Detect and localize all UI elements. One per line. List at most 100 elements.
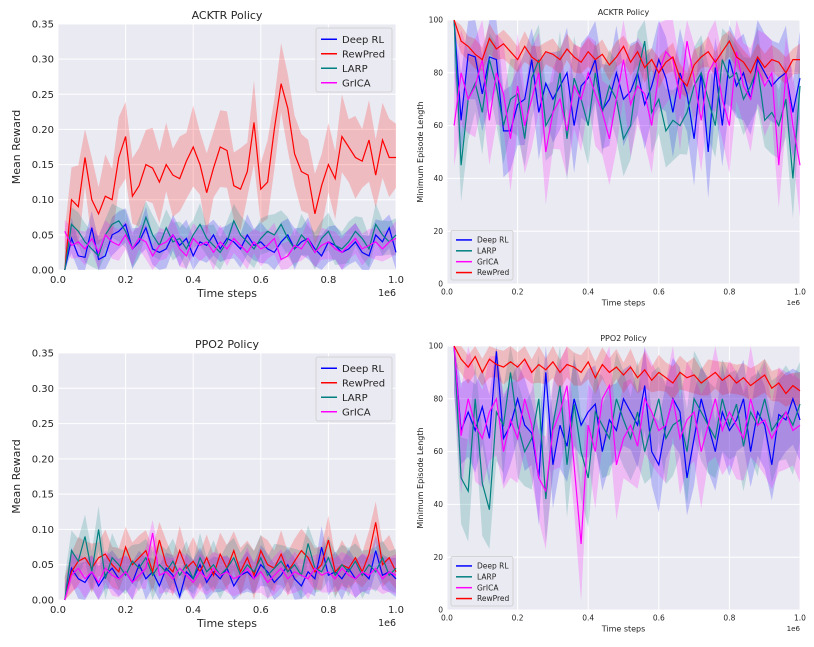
x-tick-label: 0.8	[320, 605, 336, 616]
x-tick-label: 0.8	[723, 288, 735, 297]
x-scale-label: 1e6	[378, 288, 396, 299]
line-grica	[453, 345, 801, 545]
y-tick-label: 0.10	[32, 195, 54, 206]
y-tick-label: 0.35	[32, 349, 54, 360]
x-tick-label: 0.4	[185, 605, 201, 616]
y-tick-label: 0.15	[32, 490, 54, 501]
y-tick-label: 0.25	[32, 419, 54, 430]
x-tick-label: 0.2	[118, 605, 134, 616]
x-tick-label: 0.4	[582, 288, 594, 297]
x-tick-label: 0.8	[320, 275, 336, 286]
chart-acktr-reward: 0.00 0.05 0.10 0.15 0.20 0.25 0.30 0.35 0.0 0.2 0.…	[10, 9, 404, 300]
y-tick-label: 80	[433, 68, 443, 77]
band-rewpred	[64, 43, 397, 270]
y-tick-label: 0.20	[32, 454, 54, 465]
band-grica	[454, 346, 800, 602]
chart-ppo2-reward: 0.00 0.05 0.10 0.15 0.20 0.25 0.30 0.35 0.0 0.2 0.…	[10, 338, 404, 630]
legend: Deep RL RewPred LARP GrICA	[315, 356, 393, 422]
legend-label-deep-rl: Deep RL	[342, 35, 384, 46]
legend-label-grica: GrICA	[342, 407, 371, 418]
x-scale-label: 1e6	[787, 624, 801, 633]
y-tick-label: 0.20	[32, 125, 54, 136]
x-tick-label: 0.6	[653, 288, 665, 297]
chart-title: ACKTR Policy	[192, 9, 263, 22]
legend-label-larp: LARP	[477, 246, 497, 255]
x-tick-label: 0.4	[185, 275, 201, 286]
band-rewpred	[64, 501, 397, 600]
band-grica	[454, 20, 800, 218]
line-larp	[64, 529, 397, 601]
x-tick-label: 0.8	[723, 614, 735, 623]
x-axis-label: Time steps	[196, 617, 257, 630]
y-tick-label: 100	[429, 342, 444, 351]
x-tick-label: 0.6	[253, 275, 269, 286]
x-tick-label: 0.0	[441, 614, 453, 623]
x-axis-label: Time steps	[601, 299, 646, 308]
legend-label-rewpred: RewPred	[477, 594, 510, 603]
x-tick-label: 0.2	[118, 275, 134, 286]
x-scale-label: 1e6	[378, 618, 396, 629]
chart-title: PPO2 Policy	[195, 338, 260, 351]
x-tick-label: 0.0	[50, 605, 66, 616]
y-axis-label: Minimum Episode Length	[416, 101, 425, 202]
line-rewpred	[453, 19, 800, 88]
x-tick-label: 1.0	[794, 288, 806, 297]
y-tick-label: 0.25	[32, 90, 54, 101]
legend-label-larp: LARP	[342, 393, 368, 404]
band-larp	[64, 201, 397, 270]
legend-label-deep-rl: Deep RL	[477, 562, 509, 571]
x-tick-label: 0.6	[253, 605, 269, 616]
y-tick-label: 0.00	[32, 596, 54, 607]
legend-label-deep-rl: Deep RL	[342, 364, 384, 375]
y-tick-label: 0.05	[32, 560, 54, 571]
chart-acktr-length: 0 20 40 60 80 100 0.0 0.2 0.4 0.6 0.8 1.0 ACKTR Poli…	[416, 8, 806, 308]
legend-box	[450, 230, 514, 281]
x-tick-label: 0.2	[512, 288, 524, 297]
y-tick-label: 0.05	[32, 230, 54, 241]
legend-label-larp: LARP	[477, 572, 497, 581]
chart-ppo2-length: 0 20 40 60 80 100 0.0 0.2 0.4 0.6 0.8 1.0 PPO2 Polic…	[416, 334, 806, 634]
line-grica	[453, 40, 801, 166]
x-tick-label: 0.0	[441, 288, 453, 297]
legend-label-grica: GrICA	[477, 257, 499, 266]
line-grica	[64, 532, 397, 601]
legend-label-deep-rl: Deep RL	[477, 236, 509, 245]
y-axis-label: Mean Reward	[10, 439, 23, 513]
x-tick-label: 1.0	[794, 614, 806, 623]
x-tick-label: 0.4	[582, 614, 594, 623]
line-grica	[64, 231, 397, 261]
legend-label-grica: GrICA	[477, 583, 499, 592]
y-tick-label: 0.15	[32, 160, 54, 171]
line-rewpred	[64, 83, 396, 271]
x-tick-label: 0.0	[50, 275, 66, 286]
y-tick-label: 0.30	[32, 384, 54, 395]
line-larp	[64, 215, 397, 271]
y-axis-label: Minimum Episode Length	[416, 427, 425, 528]
y-tick-label: 20	[433, 553, 443, 562]
chart-title: ACKTR Policy	[598, 8, 650, 17]
band-rewpred	[454, 346, 800, 408]
line-larp	[453, 345, 801, 510]
x-tick-label: 1.0	[388, 605, 404, 616]
x-tick-label: 1.0	[388, 275, 404, 286]
y-tick-label: 80	[433, 394, 443, 403]
band-rewpred	[454, 20, 800, 98]
x-tick-label: 0.2	[512, 614, 524, 623]
y-tick-label: 0.10	[32, 525, 54, 536]
y-tick-label: 60	[433, 121, 443, 130]
legend-label-larp: LARP	[342, 64, 368, 75]
legend-label-rewpred: RewPred	[477, 268, 510, 277]
y-tick-label: 60	[433, 447, 443, 456]
x-axis-label: Time steps	[196, 287, 257, 300]
band-larp	[454, 20, 800, 218]
y-tick-label: 0.30	[32, 55, 54, 66]
line-larp	[453, 19, 801, 179]
y-tick-label: 0	[438, 606, 443, 615]
x-axis-label: Time steps	[601, 625, 646, 634]
x-scale-label: 1e6	[787, 298, 801, 307]
y-tick-label: 0.35	[32, 20, 54, 31]
y-tick-label: 20	[433, 227, 443, 236]
